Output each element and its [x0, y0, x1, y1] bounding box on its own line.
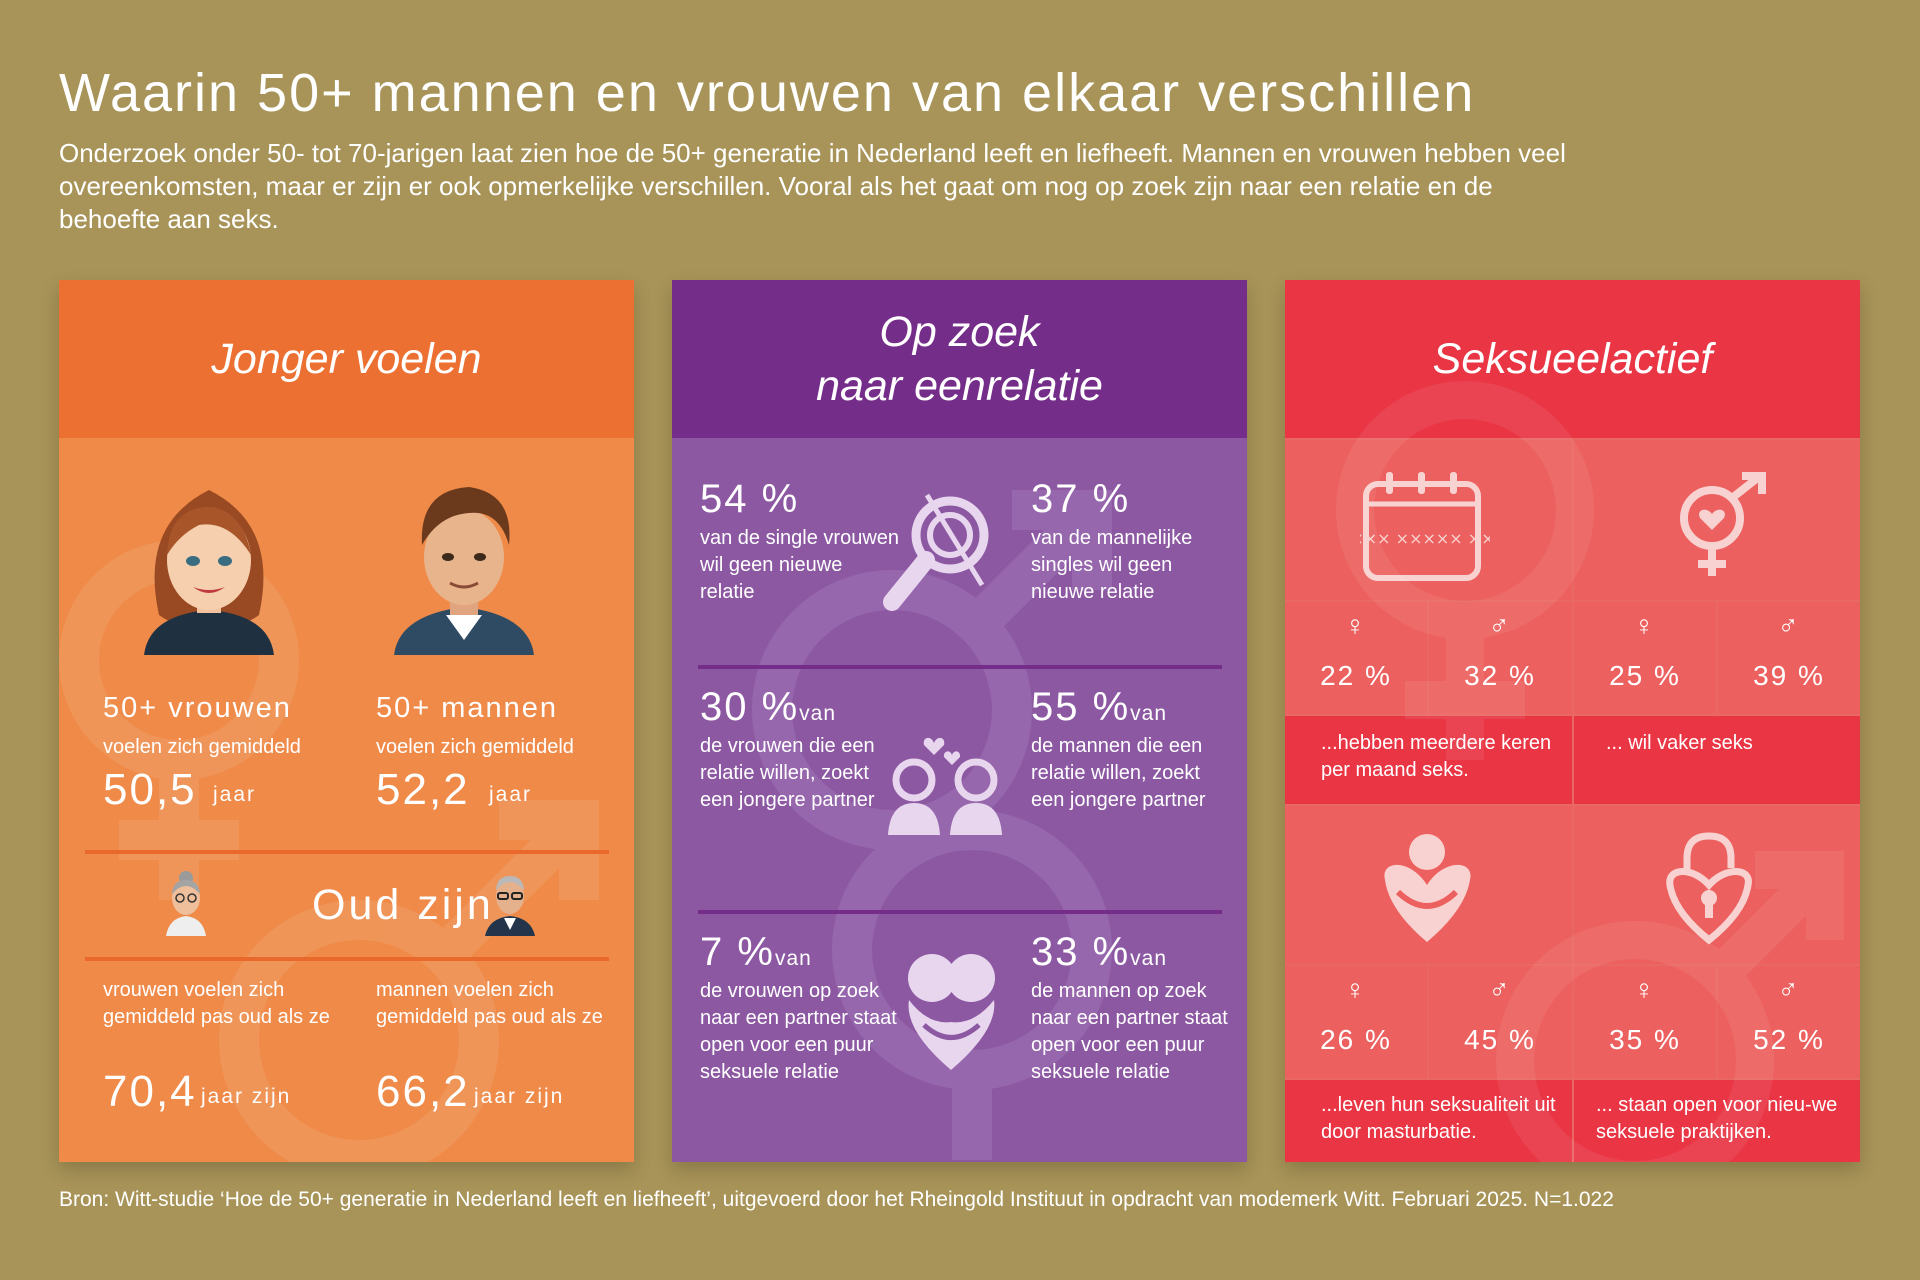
caption: ...hebben meerdere keren per maand seks.	[1321, 732, 1552, 781]
title-line-1: Op zoek	[879, 308, 1040, 356]
female-pct: 35 %	[1609, 1024, 1681, 1055]
gender-heart-icon	[1680, 472, 1766, 576]
caption-cell: ...hebben meerdere keren per maand seks.	[1285, 716, 1572, 804]
caption-cell: ... staan open voor nieu-we seksuele pra…	[1574, 1080, 1860, 1162]
women-value: 50,5	[103, 765, 197, 814]
divider	[85, 957, 609, 961]
male-cell: ♂ 52 %	[1718, 966, 1860, 1078]
hug-heart-icon	[908, 954, 995, 1070]
male-icon: ♂	[1777, 610, 1801, 641]
female-pct: 26 %	[1320, 1024, 1392, 1055]
caption: ... wil vaker seks	[1606, 732, 1753, 754]
stat-pct: 7 %van	[700, 930, 812, 974]
male-pct: 45 %	[1464, 1024, 1536, 1055]
men-old-unit: jaar zijn	[474, 1085, 565, 1108]
old-woman-icon	[166, 871, 206, 936]
female-icon: ♀	[1344, 974, 1368, 1005]
stat-text: van de mannelijke singles wil geen nieuw…	[1031, 527, 1193, 603]
stat-text: de vrouwen op zoek naar een partner staa…	[700, 980, 897, 1083]
male-cell: ♂ 45 %	[1429, 966, 1572, 1078]
stat-pct: 55 %van	[1031, 685, 1168, 729]
female-cell: ♀ 25 %	[1574, 602, 1716, 714]
divider	[698, 910, 1222, 914]
male-cell: ♂ 39 %	[1718, 602, 1860, 714]
calendar-icon: ×♥××× ××××× ×××⊗	[1360, 472, 1490, 581]
female-icon: ♀	[1633, 974, 1657, 1005]
male-pct: 32 %	[1464, 660, 1536, 691]
calendar-cell: ×♥××× ××××× ×××⊗	[1285, 440, 1572, 600]
female-cell: ♀ 35 %	[1574, 966, 1716, 1078]
stat-text: de vrouwen die een relatie willen, zoekt…	[700, 735, 875, 811]
page-title: Waarin 50+ mannen en vrouwen van elkaar …	[59, 63, 1476, 123]
stat-pct: 30 %van	[700, 685, 837, 729]
stat-text: van de single vrouwen wil geen nieuwe re…	[700, 527, 900, 603]
self-love-icon	[1384, 834, 1471, 942]
caption: ...leven hun seksualiteit uit door mastu…	[1321, 1094, 1556, 1143]
men-sub: voelen zich gemiddeld	[376, 736, 574, 758]
self-love-cell	[1285, 806, 1572, 964]
women-label: 50+ vrouwen	[103, 692, 292, 724]
female-cell: ♀ 26 %	[1285, 966, 1427, 1078]
panel-jonger-voelen: Jonger voelen 50+ vrouwen voelen zich ge…	[59, 280, 634, 1162]
women-sub: voelen zich gemiddeld	[103, 736, 301, 758]
women-unit: jaar	[213, 783, 257, 806]
men-label: 50+ mannen	[376, 692, 559, 724]
panel-op-zoek: Op zoek naar eenrelatie 54 % van de singl…	[672, 280, 1247, 1162]
panel-seksueel-actief: Seksueelactief ×♥××× ××××× ×××⊗ ♀ 22 % ♂…	[1285, 280, 1860, 1162]
divider	[85, 850, 609, 854]
caption-cell: ... wil vaker seks	[1574, 716, 1860, 804]
source-note: Bron: Witt-studie ‘Hoe de 50+ generatie …	[59, 1188, 1614, 1211]
magnifier-no-icon	[883, 493, 989, 611]
female-cell: ♀ 22 %	[1285, 602, 1427, 714]
stat-text: de mannen op zoek naar een partner staat…	[1031, 980, 1228, 1083]
female-icon: ♀	[1633, 610, 1657, 641]
divider	[698, 665, 1222, 669]
stat-pct: 54 %	[700, 477, 800, 521]
men-old-value: 66,2	[376, 1067, 470, 1116]
gender-heart-cell	[1574, 440, 1860, 600]
panel-title: Jonger voelen	[59, 280, 634, 438]
couple-heart-icon	[888, 737, 1002, 835]
male-cell: ♂ 32 %	[1429, 602, 1572, 714]
men-old-text: mannen voelen zich gemiddeld pas oud als…	[376, 979, 603, 1028]
female-icon: ♀	[1344, 610, 1368, 641]
men-unit: jaar	[489, 783, 533, 806]
women-old-value: 70,4	[103, 1067, 197, 1116]
title-line-2: naar eenrelatie	[816, 362, 1103, 410]
women-old-text: vrouwen voelen zich gemiddeld pas oud al…	[103, 979, 330, 1028]
male-pct: 52 %	[1753, 1024, 1825, 1055]
male-icon: ♂	[1777, 974, 1801, 1005]
panel-title: Op zoek naar eenrelatie	[672, 280, 1247, 438]
oud-zijn-heading: Oud zijn	[312, 881, 494, 929]
male-icon: ♂	[1488, 974, 1512, 1005]
male-icon: ♂	[1488, 610, 1512, 641]
lock-cell	[1574, 806, 1860, 964]
female-pct: 22 %	[1320, 660, 1392, 691]
caption-cell: ...leven hun seksualiteit uit door mastu…	[1285, 1080, 1572, 1162]
male-pct: 39 %	[1753, 660, 1825, 691]
stat-text: de mannen die een relatie willen, zoekt …	[1031, 735, 1206, 811]
heart-lock-icon	[1666, 832, 1752, 945]
women-old-unit: jaar zijn	[201, 1085, 292, 1108]
men-value: 52,2	[376, 765, 470, 814]
woman-avatar	[144, 490, 274, 655]
panel-title: Seksueelactief	[1285, 280, 1860, 438]
intro-text: Onderzoek onder 50- tot 70-jarigen laat …	[59, 138, 1566, 234]
caption: ... staan open voor nieu-we seksuele pra…	[1596, 1094, 1838, 1143]
female-pct: 25 %	[1609, 660, 1681, 691]
calendar-marks: ×♥××× ××××× ×××⊗	[1360, 529, 1490, 548]
stat-pct: 33 %van	[1031, 930, 1168, 974]
man-avatar	[394, 487, 534, 655]
old-man-icon	[485, 876, 535, 936]
stat-pct: 37 %	[1031, 477, 1131, 521]
